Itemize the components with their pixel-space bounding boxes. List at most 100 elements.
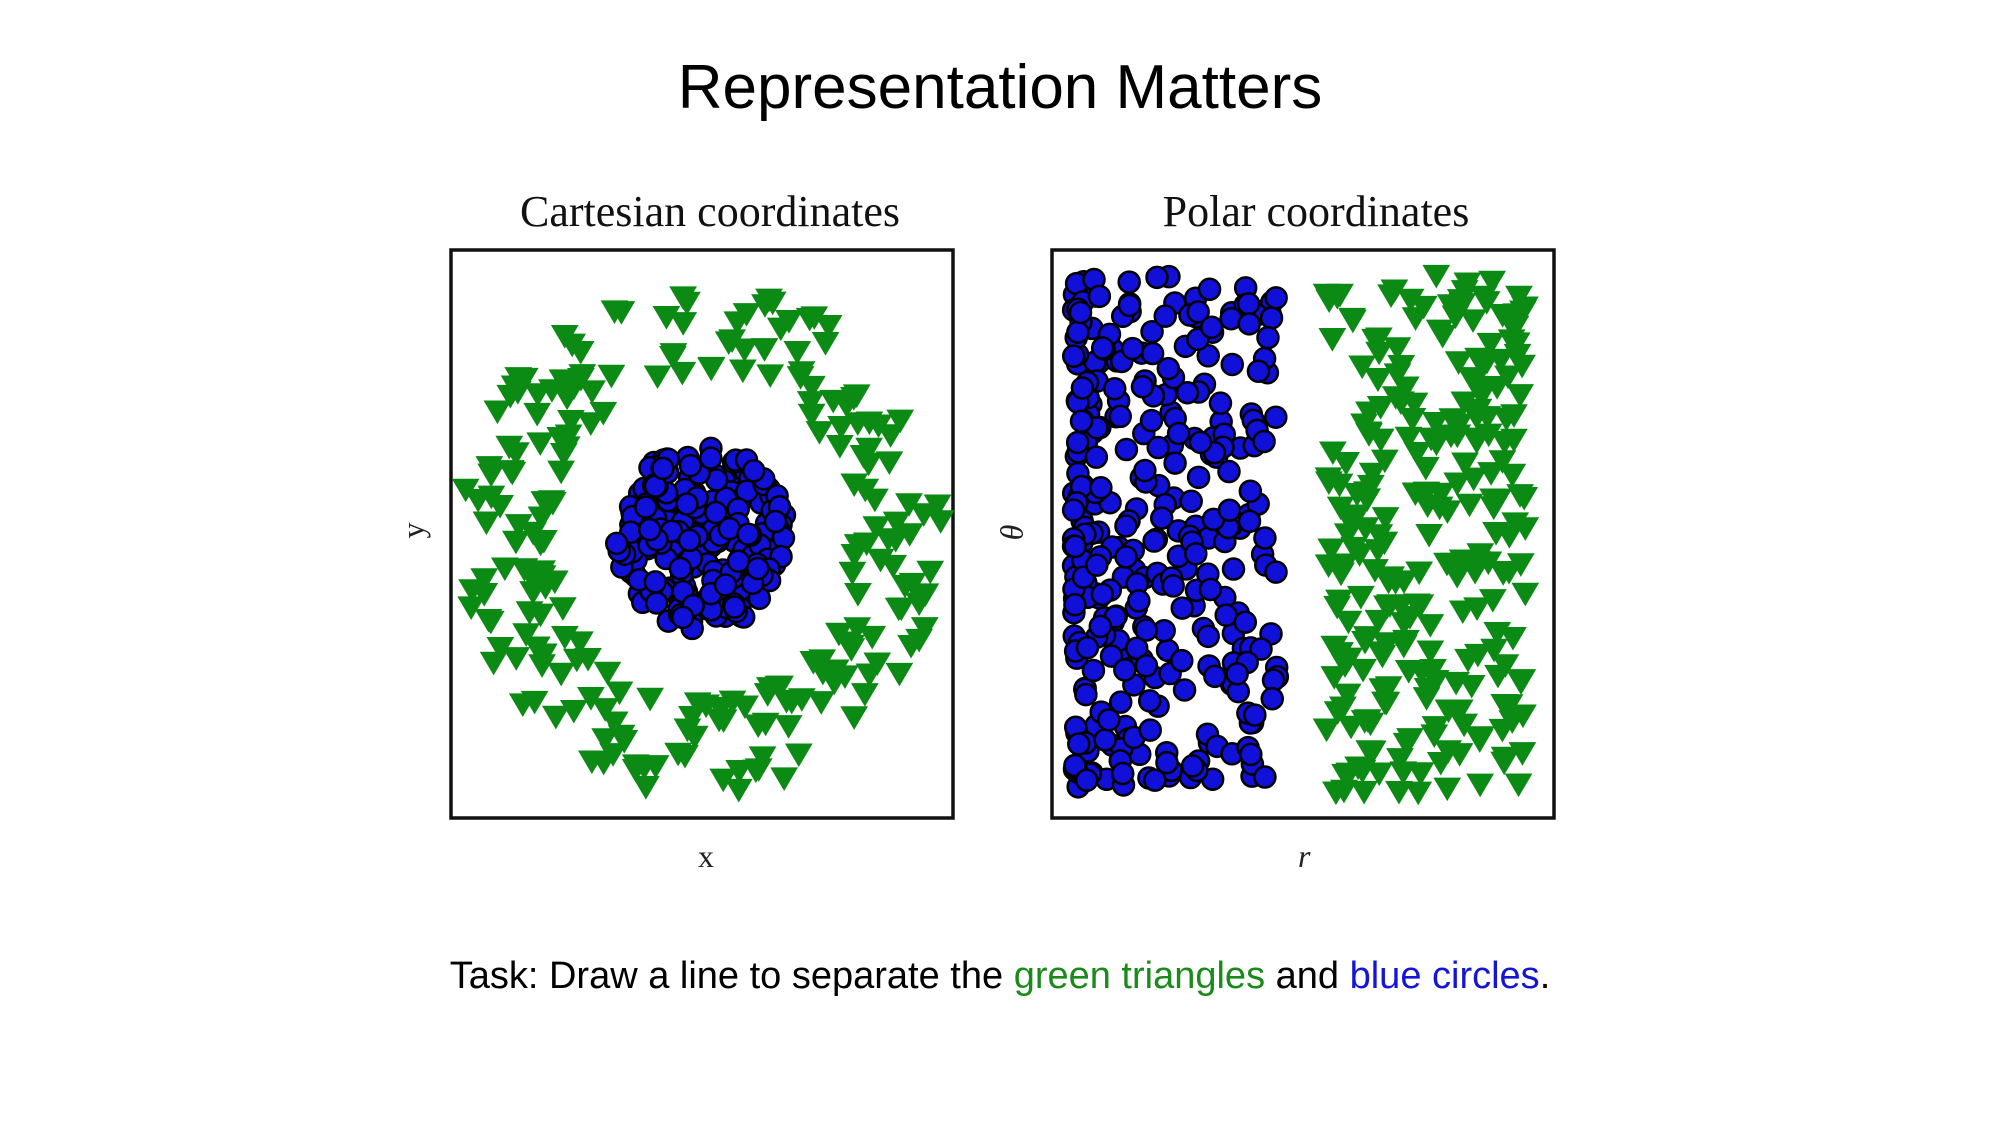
green-triangle-point bbox=[1366, 396, 1395, 420]
blue-circle-point bbox=[1085, 553, 1109, 577]
green-triangle-point bbox=[766, 317, 795, 342]
green-triangle-point bbox=[1478, 589, 1507, 613]
green-triangle-point bbox=[723, 311, 752, 335]
green-triangle-point bbox=[1466, 773, 1495, 798]
green-triangle-point bbox=[908, 583, 937, 608]
green-triangle-point bbox=[875, 451, 904, 475]
green-triangle-point bbox=[490, 557, 519, 582]
green-triangle-point bbox=[850, 683, 879, 707]
green-triangle-point bbox=[477, 485, 506, 510]
green-triangle-point bbox=[576, 412, 605, 436]
green-triangle-point bbox=[1457, 674, 1486, 699]
green-triangle-point bbox=[885, 662, 914, 687]
green-triangle-point bbox=[1413, 494, 1442, 518]
blue-circle-point bbox=[1061, 344, 1086, 368]
green-triangle-point bbox=[1488, 450, 1517, 474]
green-triangle-point bbox=[825, 622, 853, 647]
blue-circle-point bbox=[1099, 644, 1124, 668]
green-triangle-point bbox=[1365, 524, 1394, 548]
green-triangle-point bbox=[756, 364, 785, 388]
blue-circle-point bbox=[1170, 648, 1194, 673]
blue-circle-point bbox=[1236, 292, 1261, 316]
green-triangle-point bbox=[881, 529, 910, 553]
blue-circle-point bbox=[1221, 557, 1246, 581]
green-triangle-point bbox=[568, 364, 597, 388]
green-triangle-point bbox=[1472, 291, 1501, 315]
blue-circle-point bbox=[1238, 479, 1263, 503]
green-triangle-point bbox=[1412, 687, 1441, 711]
green-triangle-point bbox=[483, 400, 512, 425]
blue-circle-point bbox=[1066, 320, 1090, 344]
green-triangle-point bbox=[787, 688, 816, 712]
green-triangle-point bbox=[1391, 376, 1420, 401]
blue-circle-point bbox=[634, 495, 658, 519]
green-triangle-point bbox=[1464, 427, 1492, 452]
blue-circle-point bbox=[736, 522, 760, 546]
green-triangle-point bbox=[811, 332, 840, 356]
blue-circle-point bbox=[1102, 376, 1127, 401]
green-triangle-point bbox=[605, 681, 634, 706]
green-triangle-point bbox=[897, 634, 925, 659]
blue-circle-point bbox=[1093, 728, 1117, 752]
blue-circle-point bbox=[1253, 526, 1277, 550]
green-triangle-point bbox=[1331, 763, 1359, 788]
green-triangle-point bbox=[1443, 564, 1472, 589]
blue-circle-point bbox=[1114, 437, 1139, 462]
green-triangle-point bbox=[807, 691, 836, 715]
blue-circle-point bbox=[1220, 352, 1244, 377]
green-triangle-point bbox=[1434, 699, 1463, 724]
blue-circle-point bbox=[1186, 300, 1210, 324]
polar-plot bbox=[1050, 248, 1556, 820]
blue-circle-point bbox=[1110, 761, 1135, 786]
green-triangle-point bbox=[1392, 732, 1421, 757]
green-triangle-point bbox=[512, 623, 541, 647]
green-triangle-point bbox=[840, 706, 869, 730]
blue-circle-point bbox=[1260, 686, 1284, 711]
blue-circle-point bbox=[1264, 405, 1288, 429]
green-triangle-point bbox=[797, 403, 826, 428]
green-triangle-point bbox=[1395, 606, 1424, 630]
green-triangle-point bbox=[783, 341, 812, 365]
green-triangle-point bbox=[1385, 780, 1413, 805]
green-triangle-point bbox=[774, 715, 803, 739]
blue-circle-point bbox=[1249, 637, 1273, 661]
green-triangle-point bbox=[1440, 552, 1468, 577]
green-triangle-point bbox=[797, 375, 826, 400]
green-triangle-point bbox=[1411, 456, 1440, 481]
blue-circle-point bbox=[678, 453, 703, 478]
blue-circle-point bbox=[1237, 312, 1261, 336]
green-triangle-point bbox=[541, 705, 570, 730]
blue-circle-point bbox=[1134, 654, 1159, 678]
green-triangle-point bbox=[550, 325, 579, 349]
green-triangle-point bbox=[705, 696, 734, 721]
green-triangle-point bbox=[1370, 449, 1399, 474]
green-triangle-point bbox=[1352, 626, 1381, 650]
green-triangle-point bbox=[1357, 474, 1385, 499]
green-triangle-point bbox=[814, 314, 843, 339]
green-triangle-point bbox=[1453, 272, 1482, 297]
blue-circle-point bbox=[1088, 614, 1113, 639]
blue-circle-point bbox=[1172, 678, 1197, 702]
green-triangle-point bbox=[631, 775, 660, 800]
green-triangle-point bbox=[1495, 525, 1524, 549]
blue-circle-point bbox=[1246, 359, 1271, 383]
task-blue-text: blue circles bbox=[1349, 955, 1540, 997]
green-triangle-point bbox=[1403, 442, 1432, 466]
green-triangle-point bbox=[1491, 654, 1520, 678]
green-triangle-point bbox=[1312, 718, 1341, 743]
green-triangle-point bbox=[1483, 621, 1512, 646]
green-triangle-point bbox=[673, 718, 702, 743]
green-triangle-point bbox=[1349, 658, 1377, 683]
green-triangle-point bbox=[770, 767, 799, 791]
green-triangle-point bbox=[855, 411, 884, 436]
blue-circle-point bbox=[1063, 592, 1087, 617]
green-triangle-point bbox=[458, 579, 487, 603]
blue-circle-point bbox=[1127, 589, 1151, 613]
blue-circle-point bbox=[1145, 265, 1169, 290]
green-triangle-point bbox=[876, 424, 905, 448]
green-triangle-point bbox=[636, 687, 665, 712]
green-triangle-point bbox=[1338, 309, 1367, 334]
blue-circle-point bbox=[1166, 421, 1191, 446]
green-triangle-point bbox=[1488, 718, 1517, 743]
blue-circle-point bbox=[1264, 286, 1288, 310]
